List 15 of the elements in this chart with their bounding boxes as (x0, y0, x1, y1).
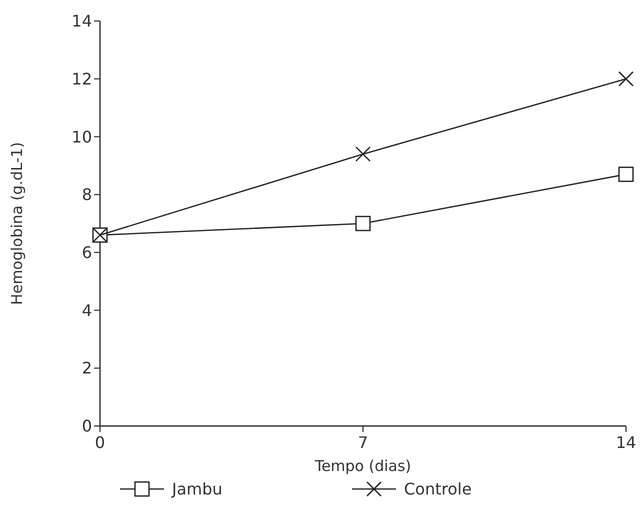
y-tick-label: 2 (82, 358, 92, 378)
x-axis-title: Tempo (dias) (314, 457, 412, 475)
y-tick-label: 6 (82, 243, 92, 262)
legend-label: Controle (404, 480, 472, 499)
y-tick-label: 8 (82, 185, 92, 204)
legend-label: Jambu (171, 480, 222, 499)
y-tick-label: 4 (82, 300, 92, 320)
x-tick-label: 7 (358, 433, 368, 452)
y-tick-label: 12 (72, 69, 92, 88)
y-tick-label: 14 (72, 12, 92, 31)
y-tick-label: 0 (82, 416, 92, 436)
y-axis-title: Hemoglobina (g.dL-1) (8, 142, 26, 305)
y-tick-label: 10 (72, 127, 92, 146)
x-tick-label: 0 (94, 433, 106, 452)
x-tick-label: 14 (616, 433, 636, 452)
